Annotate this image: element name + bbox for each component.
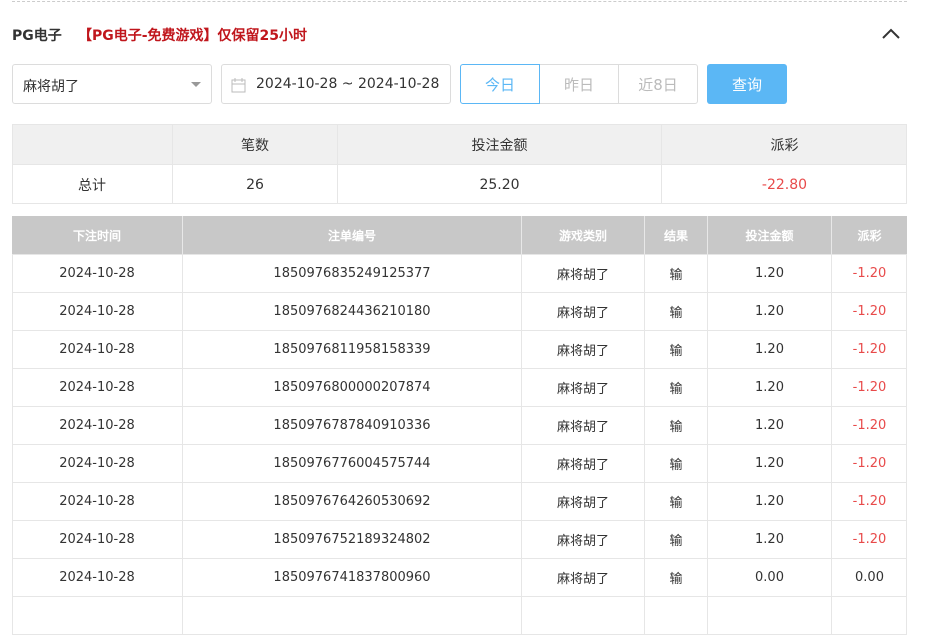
summary-header-bg [12, 124, 907, 165]
table-cell: 2024-10-28 [59, 569, 135, 585]
table-cell: -1.20 [831, 254, 907, 292]
table-cell: 麻将胡了 [521, 558, 644, 596]
table-cell: 输 [644, 368, 707, 406]
table-cell: 1850976835249125377 [182, 254, 521, 292]
table-row [12, 596, 907, 635]
table-cell: 2024-10-28 [59, 265, 135, 281]
table-cell: 1.20 [707, 254, 831, 292]
summary-col-header: 投注金额 [337, 124, 661, 165]
table-cell: 1.20 [707, 330, 831, 368]
table-cell: 麻将胡了 [521, 330, 644, 368]
date-range: 2024-10-28 ~ 2024-10-28 [256, 76, 440, 92]
table-cell: 1850976811958158339 [182, 330, 521, 368]
table-cell: 麻将胡了 [521, 482, 644, 520]
collapse-toggle[interactable] [880, 26, 902, 42]
cell-divider [521, 596, 522, 634]
game-select[interactable]: 麻将胡了 [12, 64, 212, 104]
column-header: 注单编号 [182, 216, 521, 254]
summary-cell: 总计 [12, 164, 172, 204]
table-cell: 输 [644, 482, 707, 520]
table-cell: 1850976752189324802 [182, 520, 521, 558]
caret [191, 82, 201, 87]
table-cell: 2024-10-28 [59, 303, 135, 319]
table-cell: 0.00 [831, 558, 907, 596]
section-title: PG电子 [12, 28, 62, 44]
table-cell: 输 [644, 558, 707, 596]
table-cell: 1850976800000207874 [182, 368, 521, 406]
table-cell: 2024-10-28 [59, 379, 135, 395]
quick-button[interactable]: 近8日 [618, 64, 698, 104]
notice: 【PG电子-免费游戏】仅保留25小时 [78, 28, 308, 44]
table-cell: 输 [644, 406, 707, 444]
table-cell: 输 [644, 292, 707, 330]
quick-button[interactable]: 昨日 [539, 64, 619, 104]
summary-cell: 26 [172, 164, 337, 204]
table-cell: 输 [644, 254, 707, 292]
divider [12, 1, 907, 2]
column-header: 派彩 [831, 216, 907, 254]
quick-button[interactable]: 今日 [460, 64, 540, 104]
table-cell: -1.20 [831, 292, 907, 330]
cell-divider [644, 596, 645, 634]
table-cell: 1850976776004575744 [182, 444, 521, 482]
summary-col-header: 笔数 [172, 124, 337, 165]
table-cell: 1850976824436210180 [182, 292, 521, 330]
table-cell: 输 [644, 330, 707, 368]
table-cell: 0.00 [707, 558, 831, 596]
table-cell: 输 [644, 520, 707, 558]
page: PG电子 【PG电子-免费游戏】仅保留25小时 麻将胡了 2024-10-28 … [12, 1, 907, 635]
table-cell: 1850976741837800960 [182, 558, 521, 596]
table-cell: 麻将胡了 [521, 406, 644, 444]
table-cell: -1.20 [831, 406, 907, 444]
table-cell: -1.20 [831, 482, 907, 520]
column-header: 投注金额 [707, 216, 831, 254]
column-header: 下注时间 [12, 216, 182, 254]
table-cell: 麻将胡了 [521, 292, 644, 330]
calendar-icon [231, 78, 246, 93]
table-cell: 2024-10-28 [59, 455, 135, 471]
table-cell: 麻将胡了 [521, 254, 644, 292]
table-cell: 麻将胡了 [521, 368, 644, 406]
summary-cell: -22.80 [661, 164, 907, 204]
table-cell: 1.20 [707, 520, 831, 558]
table-cell: -1.20 [831, 444, 907, 482]
table-cell: -1.20 [831, 330, 907, 368]
column-header: 结果 [644, 216, 707, 254]
table-cell: 2024-10-28 [59, 531, 135, 547]
table-cell: 麻将胡了 [521, 444, 644, 482]
table-cell: 1.20 [707, 444, 831, 482]
summary-cell [12, 124, 172, 165]
summary-col-header: 派彩 [661, 124, 907, 165]
query-button[interactable]: 查询 [707, 64, 787, 104]
table-cell: 2024-10-28 [59, 341, 135, 357]
table-cell: 2024-10-28 [59, 493, 135, 509]
table-cell: 1.20 [707, 406, 831, 444]
cell-divider [831, 596, 832, 634]
table-cell: -1.20 [831, 368, 907, 406]
table-cell: 1.20 [707, 482, 831, 520]
select-value: 麻将胡了 [23, 79, 79, 95]
cell-divider [182, 596, 183, 634]
column-header: 游戏类别 [521, 216, 644, 254]
table-cell: -1.20 [831, 520, 907, 558]
date-picker[interactable]: 2024-10-28 ~ 2024-10-28 [221, 64, 451, 104]
table-cell: 1.20 [707, 292, 831, 330]
table-cell: 2024-10-28 [59, 417, 135, 433]
table-cell: 输 [644, 444, 707, 482]
cell-divider [707, 596, 708, 634]
table-cell: 1850976764260530692 [182, 482, 521, 520]
summary-cell: 25.20 [337, 164, 661, 204]
table-cell: 1850976787840910336 [182, 406, 521, 444]
table-cell: 麻将胡了 [521, 520, 644, 558]
table-cell: 1.20 [707, 368, 831, 406]
